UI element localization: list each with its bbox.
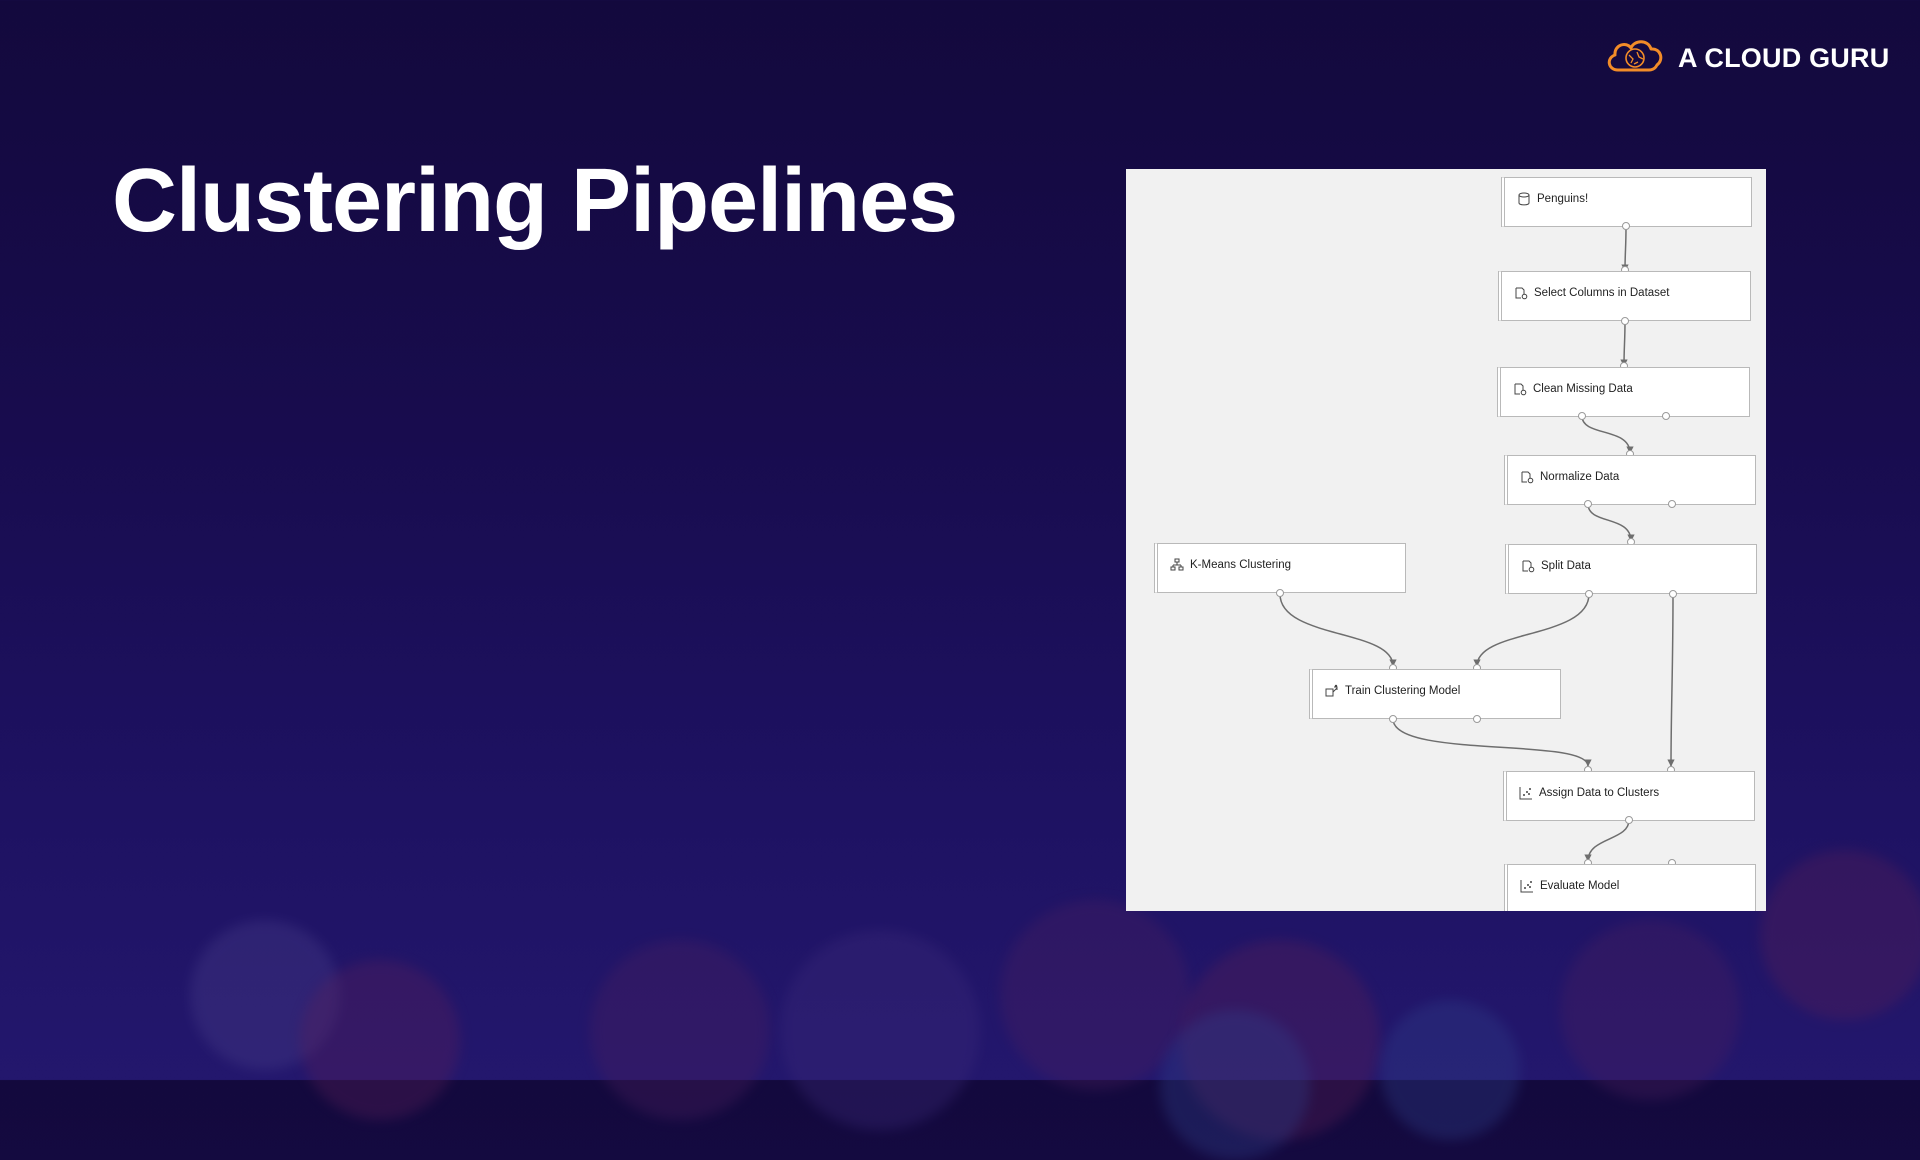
- background-bubble: [1560, 920, 1740, 1100]
- background-bubble: [780, 930, 980, 1130]
- node-label: K-Means Clustering: [1190, 559, 1291, 571]
- data-transform-icon: [1520, 470, 1534, 484]
- node-label: Penguins!: [1537, 193, 1589, 205]
- scatter-chart-icon: [1520, 879, 1534, 893]
- background-bubble: [1160, 1010, 1310, 1160]
- node-label: Select Columns in Dataset: [1534, 287, 1670, 299]
- output-port[interactable]: [1578, 412, 1586, 420]
- connection-assign-to-evaluate: [1584, 819, 1630, 862]
- connection-kmeans-to-train: [1279, 593, 1397, 667]
- data-transform-icon: [1521, 559, 1535, 573]
- pipeline-node-k-means-clustering[interactable]: K-Means Clustering: [1154, 543, 1406, 593]
- node-label: Assign Data to Clusters: [1539, 787, 1660, 799]
- output-port[interactable]: [1473, 715, 1481, 723]
- dataset-icon: [1517, 192, 1531, 206]
- node-label: Train Clustering Model: [1345, 685, 1461, 697]
- background-bubble: [190, 920, 340, 1070]
- output-port[interactable]: [1276, 589, 1284, 597]
- brand-logo: A CLOUD GURU: [1604, 36, 1889, 81]
- node-label: Clean Missing Data: [1533, 383, 1633, 395]
- connection-clean-missing-to-normalize: [1581, 415, 1634, 454]
- cloud-guru-logo-icon: [1604, 36, 1666, 81]
- background-bubble: [590, 940, 770, 1120]
- node-label: Split Data: [1541, 560, 1591, 572]
- connection-split-to-train: [1473, 593, 1590, 667]
- pipeline-node-split-data[interactable]: Split Data: [1505, 544, 1757, 594]
- output-port[interactable]: [1585, 590, 1593, 598]
- background-bubble: [1000, 900, 1190, 1090]
- output-port[interactable]: [1662, 412, 1670, 420]
- brand-name: A CLOUD GURU: [1678, 43, 1890, 73]
- connection-split-to-assign: [1667, 593, 1675, 767]
- output-port[interactable]: [1668, 500, 1676, 508]
- node-label: Normalize Data: [1540, 471, 1620, 483]
- output-port[interactable]: [1584, 500, 1592, 508]
- pipeline-node-assign-data-to-clusters[interactable]: Assign Data to Clusters: [1503, 771, 1755, 821]
- pipeline-node-penguins[interactable]: Penguins!: [1501, 177, 1752, 227]
- slide-title: Clustering Pipelines: [112, 151, 958, 251]
- pipeline-node-normalize-data[interactable]: Normalize Data: [1504, 455, 1756, 505]
- connection-normalize-to-split: [1587, 503, 1635, 542]
- pipeline-node-train-clustering-model[interactable]: Train Clustering Model: [1309, 669, 1561, 719]
- clustering-icon: [1170, 558, 1184, 572]
- train-model-icon: [1325, 684, 1339, 698]
- pipeline-canvas[interactable]: Penguins! Select Columns in Dataset Clea…: [1126, 169, 1766, 911]
- pipeline-connections: [1279, 226, 1675, 862]
- background-bubble: [1760, 850, 1920, 1020]
- connection-select-columns-to-clean-missing: [1620, 320, 1628, 367]
- output-port[interactable]: [1621, 317, 1629, 325]
- output-port[interactable]: [1669, 590, 1677, 598]
- background-bubble: [1380, 1000, 1520, 1140]
- output-port[interactable]: [1622, 222, 1630, 230]
- connection-train-to-assign: [1392, 718, 1592, 767]
- scatter-chart-icon: [1519, 786, 1533, 800]
- output-port[interactable]: [1625, 816, 1633, 824]
- data-transform-icon: [1513, 382, 1527, 396]
- background-bubble: [300, 960, 460, 1120]
- pipeline-node-clean-missing-data[interactable]: Clean Missing Data: [1497, 367, 1750, 417]
- data-transform-icon: [1514, 286, 1528, 300]
- pipeline-node-evaluate-model[interactable]: Evaluate Model: [1504, 864, 1756, 911]
- connection-penguins-to-select-columns: [1621, 226, 1629, 272]
- pipeline-node-select-columns[interactable]: Select Columns in Dataset: [1498, 271, 1751, 321]
- output-port[interactable]: [1389, 715, 1397, 723]
- node-label: Evaluate Model: [1540, 880, 1620, 892]
